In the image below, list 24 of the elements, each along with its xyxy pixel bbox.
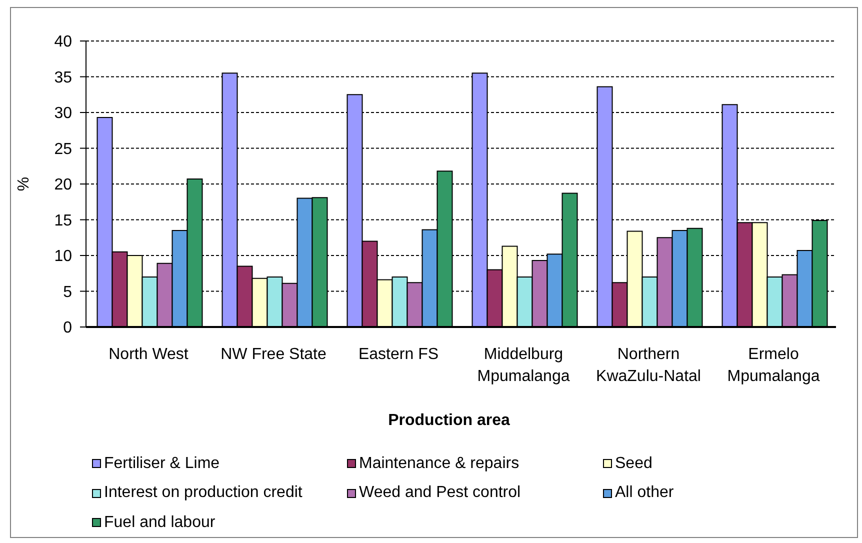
legend-label: Fuel and labour	[104, 514, 216, 532]
legend-label: All other	[615, 484, 674, 502]
y-axis-title: %	[16, 176, 33, 192]
x-tick-label: Northern KwaZulu-Natal	[596, 346, 701, 385]
x-axis-title: Production area	[387, 412, 511, 430]
legend-label: Fertiliser & Lime	[104, 454, 220, 473]
legend-label: Seed	[615, 454, 652, 473]
x-tick-label: Ermelo Mpumalanga	[727, 346, 820, 385]
x-tick-label: NW Free State	[220, 346, 326, 363]
x-tick-label: North West	[108, 346, 189, 363]
y-tick-label: 25	[54, 140, 72, 158]
y-tick-label: 5	[63, 284, 72, 301]
y-tick-label: 10	[54, 248, 72, 266]
x-tick-label: Middelburg Mpumalanga	[477, 346, 570, 385]
x-tick-label: Eastern FS	[358, 346, 439, 363]
y-tick-label: 30	[54, 105, 72, 122]
y-tick-label: 40	[54, 34, 72, 51]
y-tick-label: 35	[54, 69, 72, 86]
legend-label: Weed and Pest control	[359, 484, 521, 502]
y-tick-label: 20	[54, 176, 72, 194]
legend-label: Interest on production credit	[104, 484, 302, 502]
y-tick-label: 0	[63, 320, 72, 337]
legend-label: Maintenance & repairs	[359, 454, 520, 473]
y-tick-label: 15	[54, 212, 72, 230]
